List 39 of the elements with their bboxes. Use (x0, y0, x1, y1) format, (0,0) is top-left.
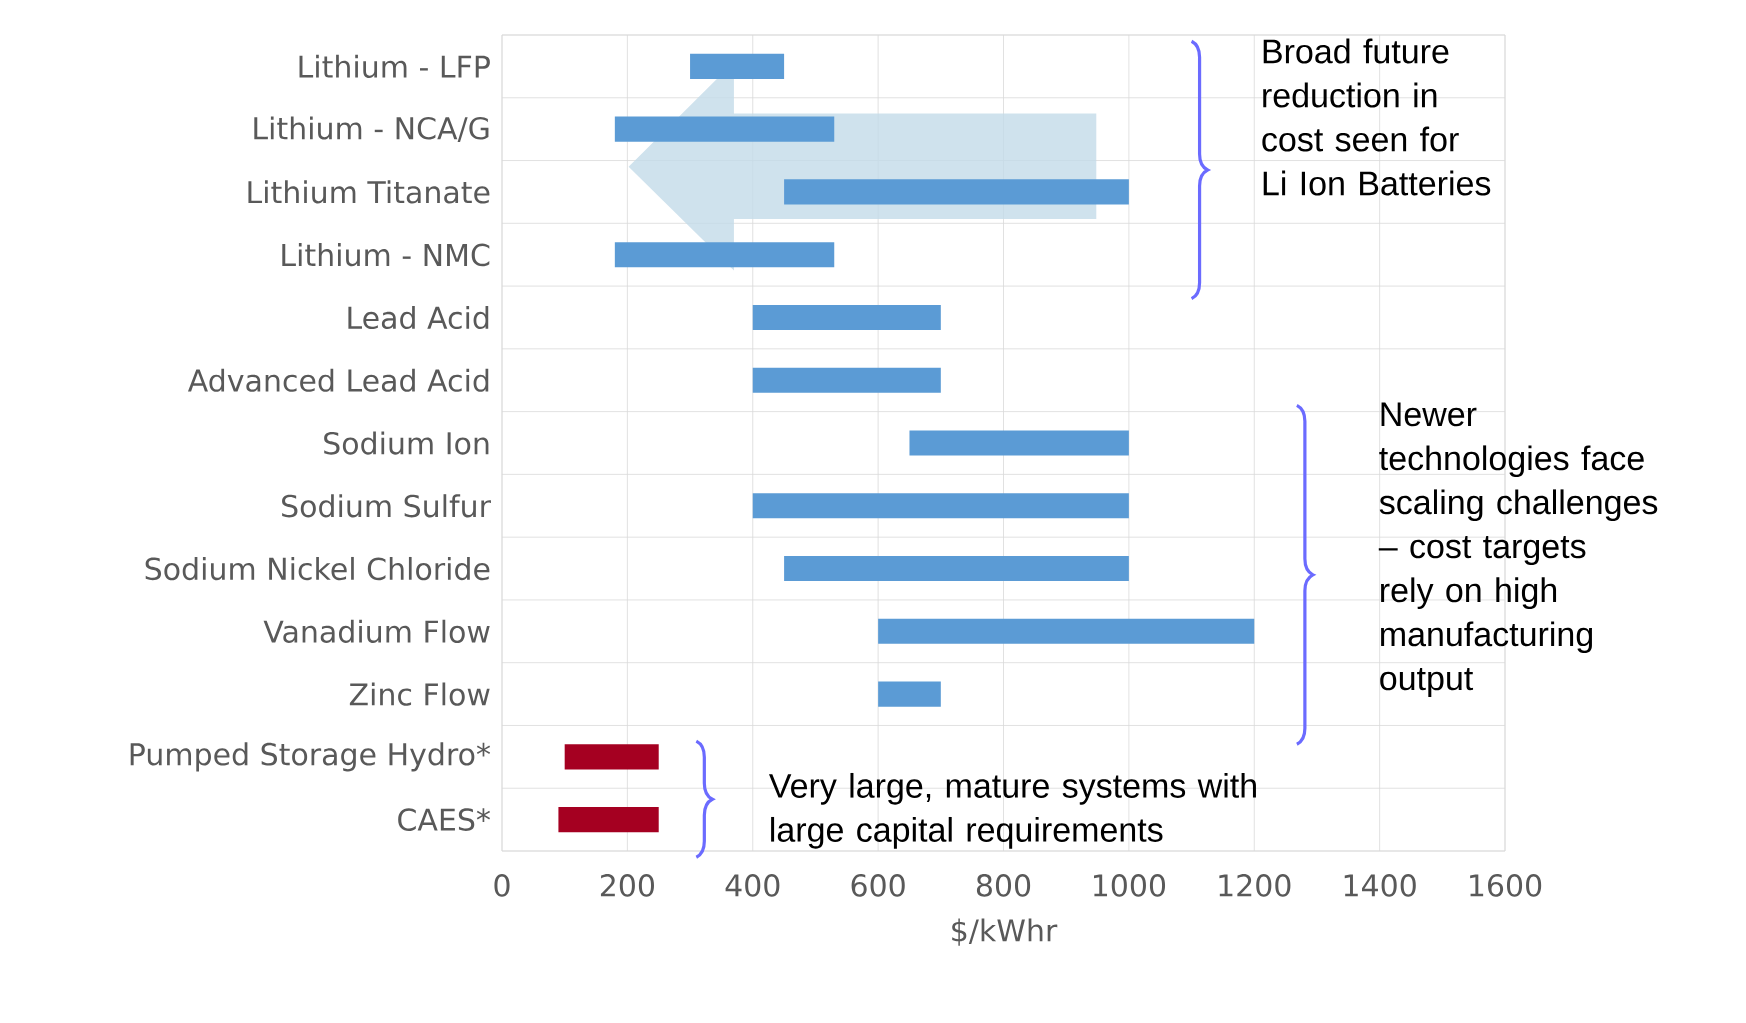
y-tick-label: Lithium Titanate (248, 180, 490, 204)
x-tick-label: 600 (851, 874, 905, 897)
x-axis-title: $/kWhr (952, 918, 1058, 946)
x-tick-label: 0 (494, 874, 510, 897)
y-tick-label: Vanadium Flow (263, 619, 490, 643)
y-tick-label: Zinc Flow (349, 682, 490, 706)
x-tick-label: 1400 (1344, 874, 1416, 897)
x-tick-label: 1000 (1094, 874, 1166, 897)
bar (752, 304, 941, 331)
annotation: Newer technologies face scaling challenges – cost targets rely on high manufacturing output (1378, 402, 1658, 698)
bar (558, 807, 659, 833)
bar (614, 116, 835, 142)
x-tick-label: 200 (600, 874, 654, 897)
x-tick-label: 1200 (1219, 874, 1291, 897)
bar (784, 179, 1129, 205)
y-tick-label: Sodium Nickel Chloride (145, 556, 490, 581)
bar (564, 744, 659, 770)
bar (878, 618, 1255, 644)
x-tick-label: 1600 (1470, 874, 1542, 897)
y-tick-label: Sodium Ion (324, 431, 489, 455)
x-tick-label: 400 (725, 874, 780, 897)
bar (690, 53, 785, 79)
y-tick-label: CAES* (398, 808, 491, 831)
annotation: Broad future reduction in cost seen for Li Ion Batteries (1262, 38, 1491, 196)
y-tick-label: Lithium - NMC (282, 243, 490, 267)
bar (909, 430, 1129, 456)
bar (878, 681, 941, 707)
bar (752, 493, 1129, 519)
y-tick-label: Lithium - NCA/G (254, 116, 489, 142)
bar (784, 555, 1129, 582)
y-tick-label: Lithium - LFP (299, 54, 490, 79)
y-tick-label: Pumped Storage Hydro* (130, 742, 491, 772)
y-tick-label: Advanced Lead Acid (187, 368, 489, 392)
bar (614, 242, 835, 268)
x-tick-label: 800 (976, 874, 1031, 897)
y-tick-label: Lead Acid (348, 305, 489, 330)
annotation: Very large, mature systems with large capital requirements (768, 772, 1256, 849)
bar (752, 367, 941, 393)
y-tick-label: Sodium Sulfur (282, 494, 491, 518)
